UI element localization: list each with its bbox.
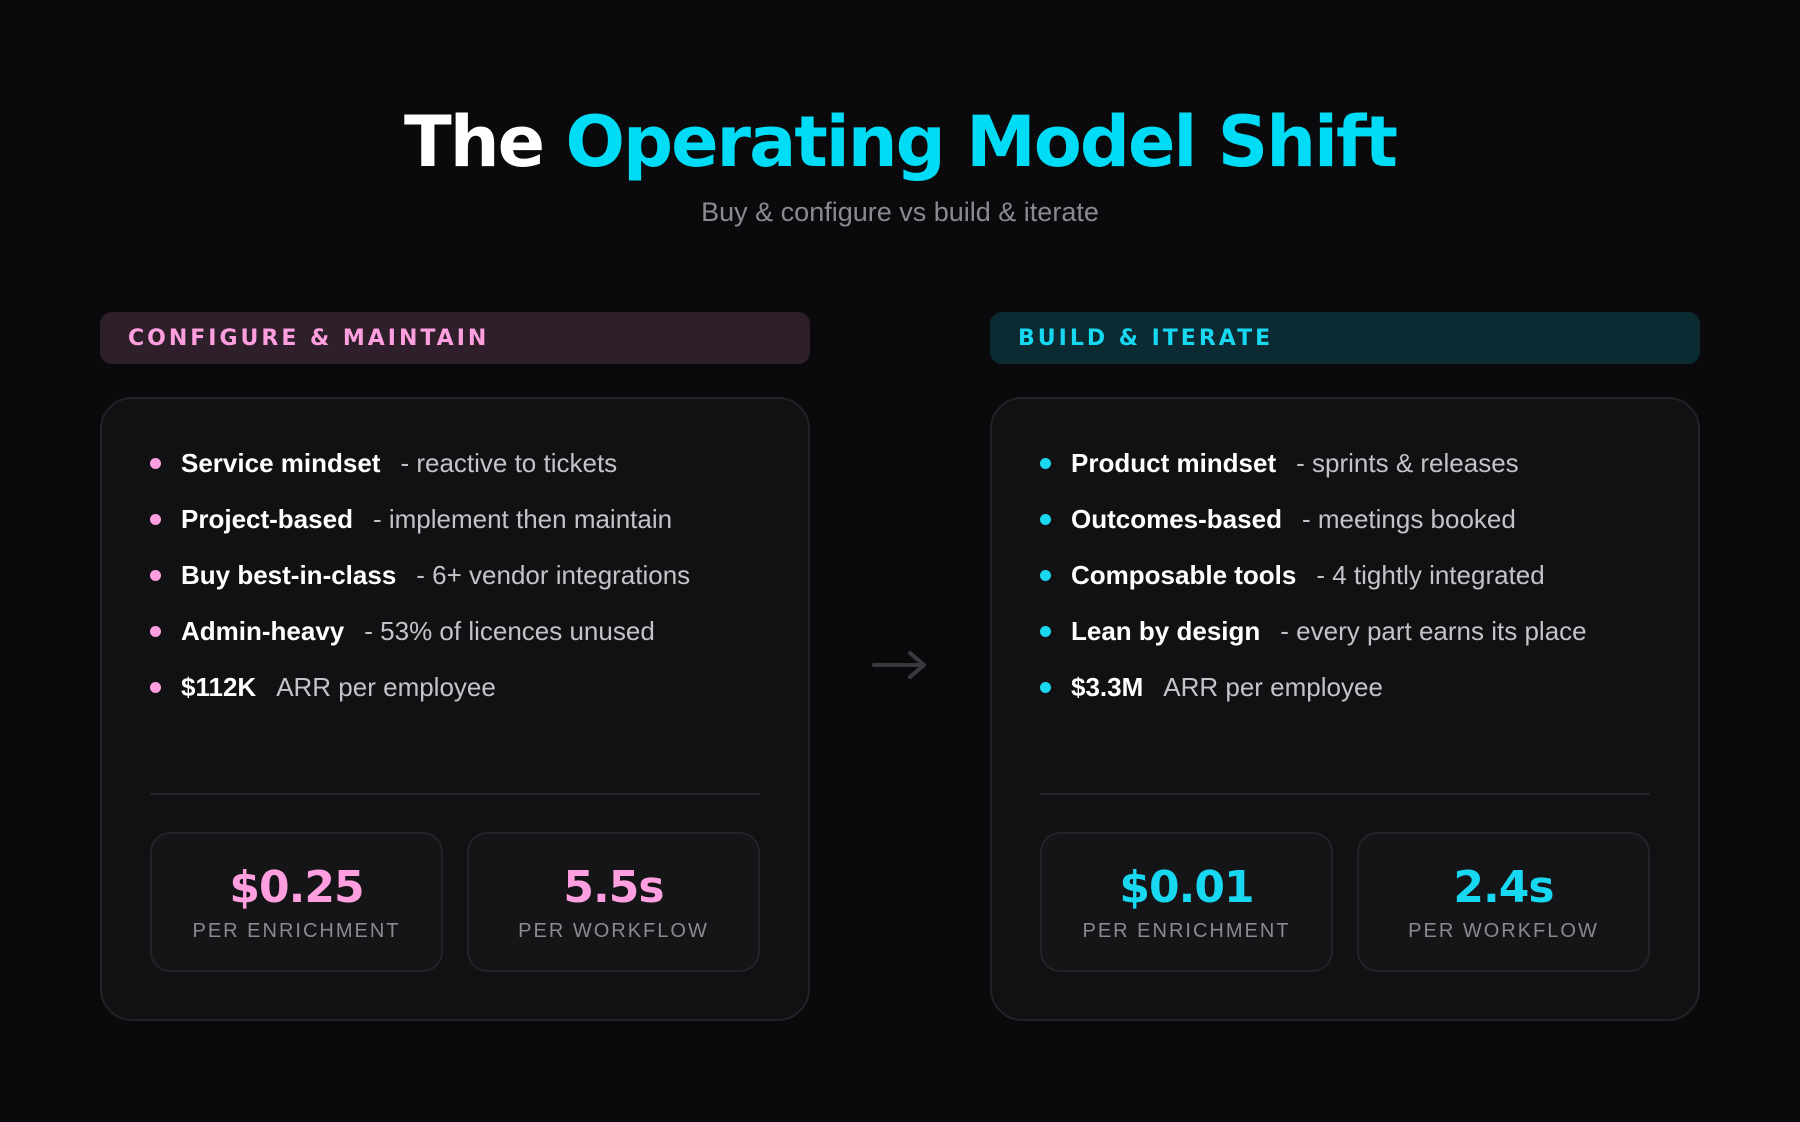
stat-value: 5.5s [563,862,664,913]
bullet-list: Product mindset - sprints & releases Out… [1040,435,1587,715]
page-subtitle: Buy & configure vs build & iterate [701,197,1099,227]
list-item: Product mindset - sprints & releases [1040,435,1587,491]
stat-label: PER WORKFLOW [1408,920,1599,942]
bullet-text: ARR per employee [276,671,496,702]
bullet-text: - meetings booked [1301,503,1516,534]
configure-maintain-tag: CONFIGURE & MAINTAIN [100,312,810,364]
title-accent: Operating Model Shift [565,101,1397,183]
bullet-strong: Service mindset [181,447,381,478]
stat-value: $0.01 [1119,862,1254,913]
bullet-dot-icon [1040,625,1051,637]
bullet-dot-icon [1040,569,1051,581]
page-title: The Operating Model Shift [0,96,1800,188]
build-iterate-card: Product mindset - sprints & releases Out… [990,397,1700,1021]
bullet-strong: $112K [181,671,257,702]
bullet-strong: Admin-heavy [181,615,345,646]
stat-card-enrichment: $0.01 PER ENRICHMENT [1040,832,1333,972]
list-item: Service mindset - reactive to tickets [150,435,690,491]
bullet-strong: Composable tools [1071,559,1297,590]
bullet-dot-icon [1040,681,1051,693]
build-iterate-column: BUILD & ITERATE Product mindset - sprint… [990,312,1700,1021]
stat-label: PER ENRICHMENT [192,920,401,942]
stats-row: $0.25 PER ENRICHMENT 5.5s PER WORKFLOW [150,832,760,972]
bullet-dot-icon [1040,513,1051,525]
arrow-right-icon [872,640,928,690]
bullet-strong: Outcomes-based [1071,503,1282,534]
title-prefix: The [404,101,545,183]
build-iterate-tag: BUILD & ITERATE [990,312,1700,364]
bullet-list: Service mindset - reactive to tickets Pr… [150,435,690,715]
bullet-dot-icon [150,569,161,581]
bullet-dot-icon [150,681,161,693]
stat-label: PER WORKFLOW [518,920,709,942]
bullet-text: - every part earns its place [1280,615,1587,646]
bullet-text: - implement then maintain [372,503,673,534]
configure-maintain-card: Service mindset - reactive to tickets Pr… [100,397,810,1021]
stat-card-workflow: 2.4s PER WORKFLOW [1357,832,1650,972]
bullet-strong: Project-based [181,503,353,534]
header: The Operating Model Shift Buy & configur… [0,96,1800,230]
bullet-strong: Product mindset [1071,447,1277,478]
list-item: Buy best-in-class - 6+ vendor integratio… [150,547,690,603]
bullet-dot-icon [150,513,161,525]
bullet-text: - 4 tightly integrated [1316,559,1545,590]
bullet-strong: Buy best-in-class [181,559,397,590]
bullet-strong: $3.3M [1071,671,1144,702]
list-item: $112K ARR per employee [150,659,690,715]
stats-row: $0.01 PER ENRICHMENT 2.4s PER WORKFLOW [1040,832,1650,972]
list-item: Composable tools - 4 tightly integrated [1040,547,1587,603]
stat-card-workflow: 5.5s PER WORKFLOW [467,832,760,972]
list-item: Project-based - implement then maintain [150,491,690,547]
bullet-strong: Lean by design [1071,615,1261,646]
bullet-dot-icon [150,457,161,469]
list-item: Lean by design - every part earns its pl… [1040,603,1587,659]
stat-label: PER ENRICHMENT [1082,920,1291,942]
bullet-text: - sprints & releases [1296,447,1519,478]
list-item: $3.3M ARR per employee [1040,659,1587,715]
bullet-dot-icon [1040,457,1051,469]
bullet-text: - 6+ vendor integrations [416,559,691,590]
list-item: Outcomes-based - meetings booked [1040,491,1587,547]
stat-value: $0.25 [229,862,364,913]
bullet-text: - reactive to tickets [400,447,618,478]
divider [1040,793,1650,795]
list-item: Admin-heavy - 53% of licences unused [150,603,690,659]
bullet-dot-icon [150,625,161,637]
stat-value: 2.4s [1453,862,1554,913]
configure-maintain-column: CONFIGURE & MAINTAIN Service mindset - r… [100,312,810,1021]
stat-card-enrichment: $0.25 PER ENRICHMENT [150,832,443,972]
bullet-text: - 53% of licences unused [364,615,655,646]
divider [150,793,760,795]
bullet-text: ARR per employee [1163,671,1383,702]
